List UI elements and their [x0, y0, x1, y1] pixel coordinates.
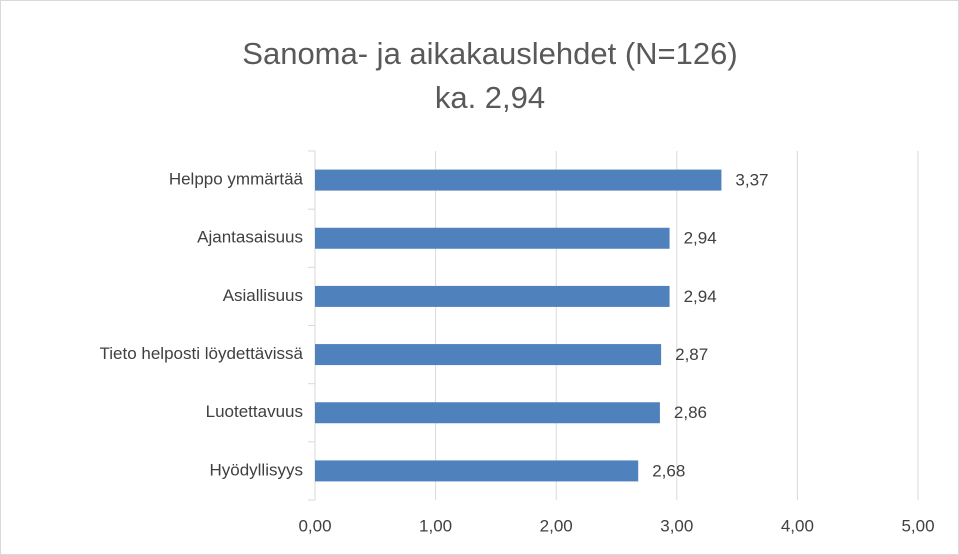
x-tick-label: 2,00: [540, 516, 573, 535]
chart-title: Sanoma- ja aikakauslehdet (N=126): [242, 36, 737, 71]
x-tick-label: 1,00: [419, 516, 452, 535]
x-tick-label: 5,00: [901, 516, 934, 535]
y-tick-label: Helppo ymmärtää: [169, 170, 304, 189]
bar: [315, 169, 722, 191]
chart-subtitle: ka. 2,94: [435, 80, 545, 115]
bar: [315, 460, 639, 482]
x-tick-label: 4,00: [781, 516, 814, 535]
x-tick-label: 3,00: [660, 516, 693, 535]
data-label: 2,68: [652, 461, 685, 480]
data-label: 2,87: [675, 345, 708, 364]
bar: [315, 344, 662, 366]
bar: [315, 402, 660, 424]
data-label: 2,94: [684, 287, 717, 306]
y-tick-label: Ajantasaisuus: [197, 228, 303, 247]
x-tick-label: 0,00: [298, 516, 331, 535]
data-label: 2,86: [674, 403, 707, 422]
y-tick-label: Asiallisuus: [223, 286, 303, 305]
data-label: 2,94: [684, 229, 717, 248]
bar: [315, 285, 670, 307]
y-tick-label: Tieto helposti löydettävissä: [100, 344, 304, 363]
y-tick-label: Luotettavuus: [206, 402, 303, 421]
data-label: 3,37: [735, 171, 768, 190]
y-tick-label: Hyödyllisyys: [209, 460, 303, 479]
bar: [315, 227, 670, 249]
